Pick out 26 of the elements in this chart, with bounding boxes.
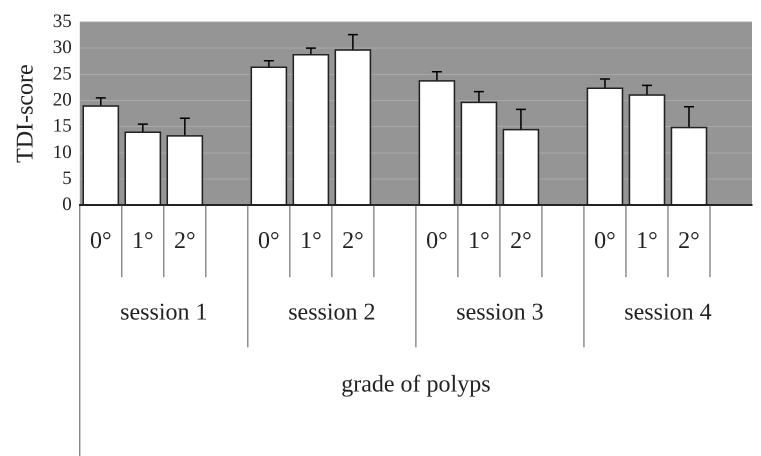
x-tick-label: 0° bbox=[90, 228, 112, 254]
x-tick-label: 2° bbox=[510, 228, 532, 254]
y-tick-label: 15 bbox=[52, 116, 72, 137]
x-tick-label: 0° bbox=[258, 228, 280, 254]
y-tick-label: 10 bbox=[52, 142, 72, 163]
text: session 3 bbox=[456, 299, 544, 326]
text: session 2 bbox=[288, 299, 376, 326]
x-axis-title: grade of polyps bbox=[341, 371, 491, 398]
x-tick-label: 1° bbox=[468, 228, 490, 254]
x-tick-label: 1° bbox=[636, 228, 658, 254]
y-tick-label: 5 bbox=[62, 168, 72, 190]
y-tick-label: 35 bbox=[52, 10, 72, 32]
x-tick-label: 1° bbox=[300, 228, 322, 254]
x-tick-label: 2° bbox=[678, 228, 700, 254]
y-axis-title: TDI-score bbox=[12, 64, 39, 163]
x-tick-label: 2° bbox=[342, 228, 364, 254]
y-tick-label: 25 bbox=[52, 63, 72, 84]
y-tick-label: 20 bbox=[52, 90, 72, 110]
x-tick-label: 0° bbox=[594, 228, 616, 254]
x-tick-label: 0° bbox=[426, 228, 448, 254]
text: session 4 bbox=[624, 299, 712, 326]
x-tick-label: 1° bbox=[132, 228, 154, 254]
y-tick-label: 0 bbox=[62, 194, 72, 216]
y-tick-label: 30 bbox=[52, 37, 72, 58]
text: session 1 bbox=[120, 299, 208, 326]
x-tick-label: 2° bbox=[174, 228, 196, 254]
